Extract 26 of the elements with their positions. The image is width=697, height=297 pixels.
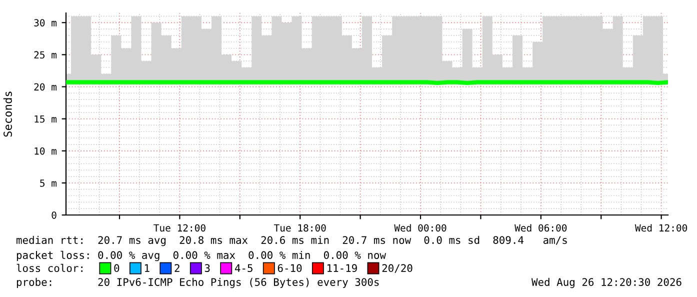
legend-label: 2 (174, 264, 180, 272)
text: packet loss: 0.00 % avg 0.00 % max 0.00 % min 0.00 % now (16, 250, 386, 262)
legend-label: 11-19 (328, 264, 357, 272)
text: Wed Aug 26 12:20:30 2026 (531, 278, 682, 288)
legend-label: 0 (114, 264, 120, 272)
text: probe: 20 IPv6-ICMP Echo Pings (56 Bytes) every 300s (16, 278, 379, 288)
x-tick-label: Wed 06:00 (514, 224, 567, 232)
y-tick-label: 10 m (34, 147, 57, 155)
legend-label: 20/20 (382, 264, 412, 273)
x-tick-label: Tue 18:00 (274, 224, 326, 232)
legend-label: 1 (145, 264, 150, 272)
legend-label: 6-10 (278, 264, 302, 272)
y-tick-label: 15 m (34, 115, 57, 123)
legend-label: 3 (204, 264, 210, 272)
y-tick-label: 5 m (40, 180, 57, 187)
x-tick-label: Wed 12:00 (634, 224, 688, 232)
y-tick-label: 0 (52, 212, 56, 219)
y-tick-label: 20 m (34, 83, 57, 91)
x-tick-label: Tue 12:00 (154, 224, 206, 232)
text: median rtt: 20.7 ms avg 20.8 ms max 20.6 ms min 20.7 ms now 0.0 ms sd 809.4 am/s (16, 236, 567, 246)
y-tick-label: 25 m (34, 51, 57, 59)
x-tick-label: Wed 00:00 (394, 224, 446, 232)
y-tick-label: 30 m (34, 19, 57, 26)
legend-title: loss color: (16, 264, 82, 272)
legend-label: 4-5 (234, 264, 252, 272)
y-axis-title: Seconds (3, 92, 12, 137)
